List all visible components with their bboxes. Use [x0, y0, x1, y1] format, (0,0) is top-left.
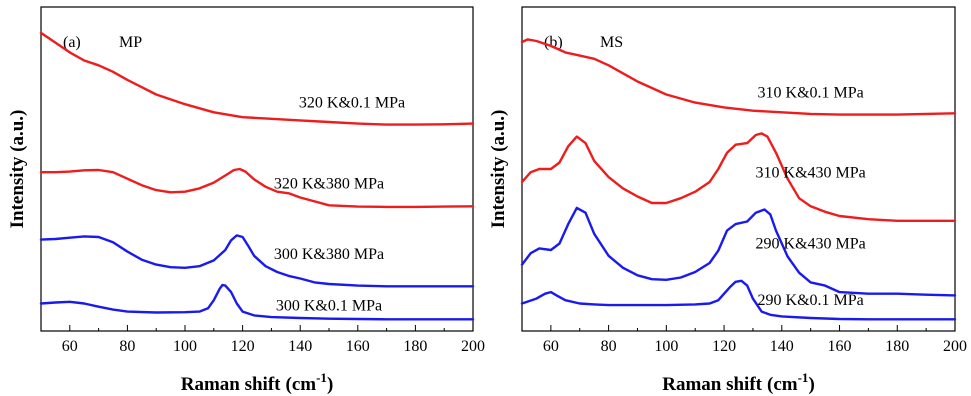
- series-line-3: [520, 206, 957, 297]
- x-tick-label: 160: [346, 338, 370, 355]
- x-tick-label: 160: [828, 338, 852, 355]
- x-tick-label: 140: [288, 338, 312, 355]
- series-line-4: [520, 279, 957, 321]
- plot-frame: [521, 6, 956, 332]
- x-tick-label: 80: [119, 338, 135, 355]
- x-tick-label: 120: [712, 338, 736, 355]
- series-line-3: [39, 234, 475, 288]
- curve-label: 320 K&380 MPa: [274, 175, 384, 192]
- x-axis-label-superscript: -1: [316, 370, 327, 385]
- chart-panel-a: 60 80 100 120 140 160 180 200 (a) MP Intensity (a.…: [7, 6, 485, 395]
- chart-title: MP: [119, 34, 142, 51]
- x-tick-label: 180: [885, 338, 909, 355]
- panel-label: (a): [63, 34, 81, 51]
- x-axis-label-unit: (cm: [767, 374, 798, 395]
- x-axis-label-text: Raman shift: [662, 374, 762, 395]
- curve-label: 290 K&0.1 MPa: [758, 292, 864, 309]
- curve-label: 300 K&380 MPa: [274, 246, 384, 263]
- curve-label: 320 K&0.1 MPa: [299, 94, 405, 111]
- x-axis-label-close: ): [327, 374, 333, 395]
- curve-label: 310 K&430 MPa: [756, 165, 866, 182]
- series-line-1: [39, 31, 475, 126]
- panel-label: (b): [544, 34, 563, 51]
- chart-title: MS: [600, 34, 623, 51]
- series-line-2: [39, 167, 475, 209]
- series-line-1: [520, 38, 957, 116]
- x-tick-label: 200: [461, 338, 485, 355]
- x-tick-label: 80: [601, 338, 617, 355]
- x-axis-label: Raman shift (cm-1): [181, 370, 334, 395]
- curve-label: 310 K&0.1 MPa: [758, 85, 864, 102]
- x-tick-label: 120: [231, 338, 255, 355]
- x-axis-label-text: Raman shift: [181, 374, 281, 395]
- curve-label: 300 K&0.1 MPa: [276, 297, 382, 314]
- x-tick-label: 100: [654, 338, 678, 355]
- x-tick-label: 60: [543, 338, 559, 355]
- y-axis-label: Intensity (a.u.): [488, 110, 509, 229]
- x-tick-label: 60: [62, 338, 78, 355]
- x-tick-label: 140: [770, 338, 794, 355]
- x-axis-label-unit: (cm: [286, 374, 317, 395]
- x-tick-label: 100: [173, 338, 197, 355]
- curve-label: 290 K&430 MPa: [756, 235, 866, 252]
- y-axis-label: Intensity (a.u.): [7, 110, 28, 229]
- x-tick-label: 200: [943, 338, 967, 355]
- chart-panel-b: 60 80 100 120 140 160 180 200 (b) MS Intensity (a.…: [488, 6, 967, 395]
- series-line-2: [520, 132, 957, 222]
- series-line-4: [39, 283, 475, 321]
- x-axis-label-superscript: -1: [798, 370, 809, 385]
- x-axis-label: Raman shift (cm-1): [662, 370, 815, 395]
- plot-frame: [40, 6, 474, 332]
- x-tick-label: 180: [403, 338, 427, 355]
- x-axis-label-close: ): [808, 374, 814, 395]
